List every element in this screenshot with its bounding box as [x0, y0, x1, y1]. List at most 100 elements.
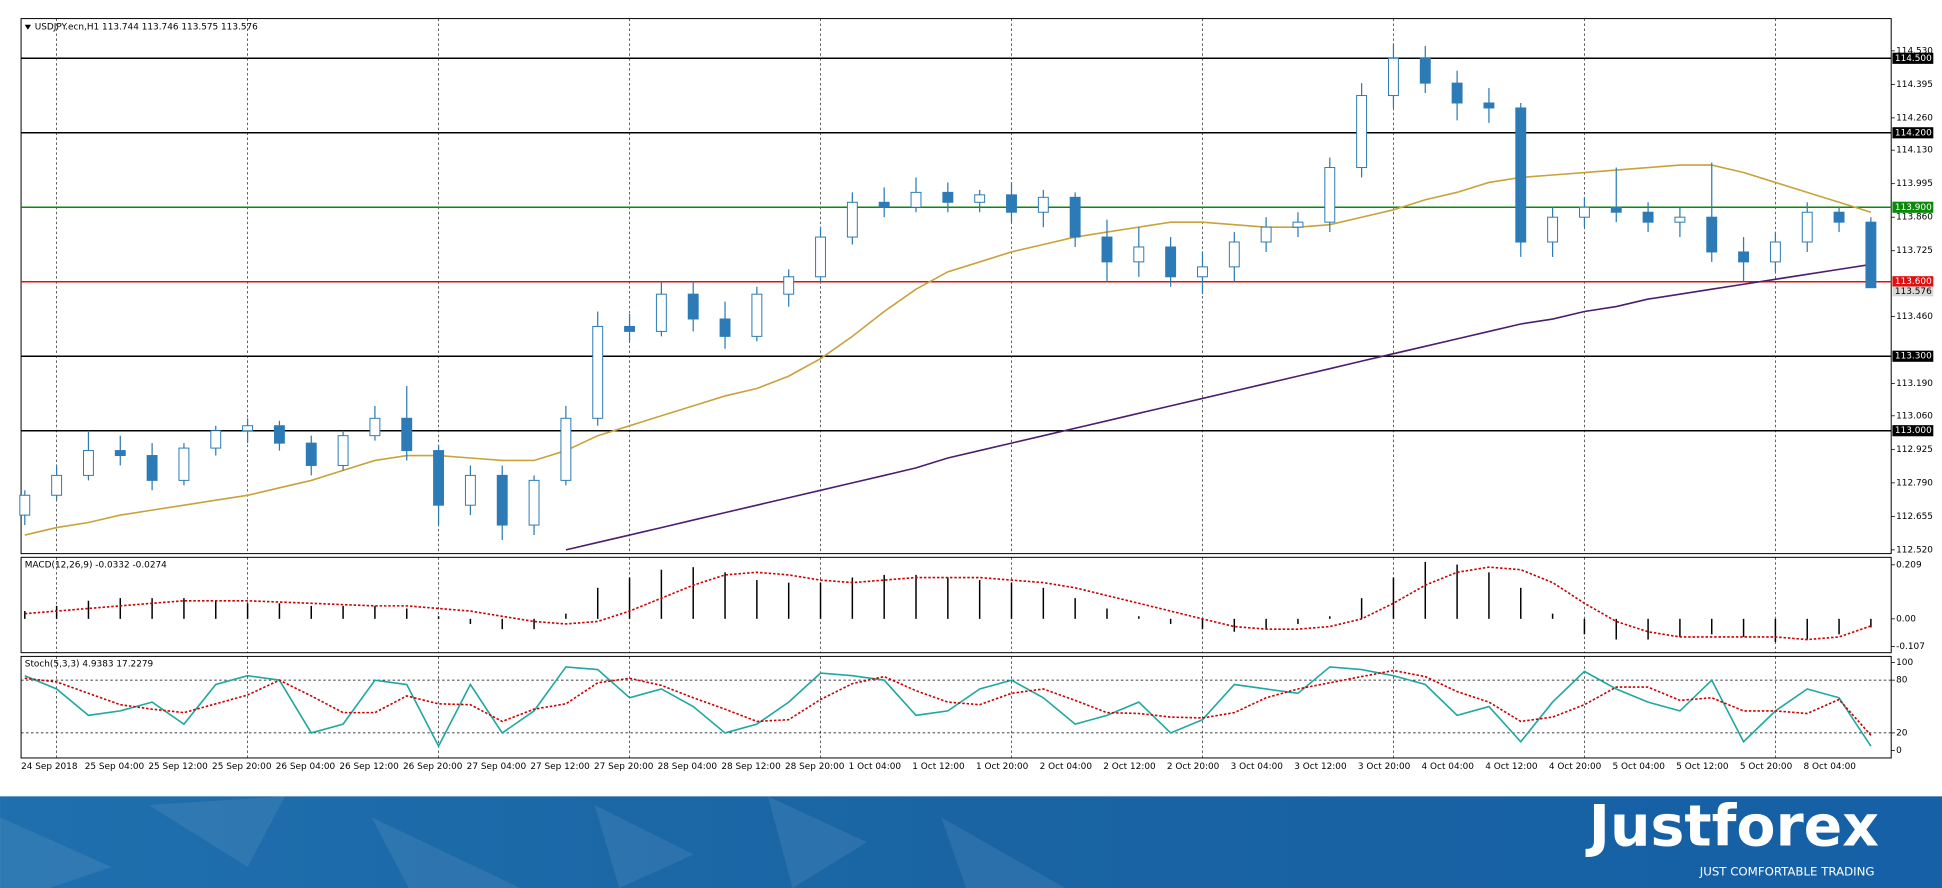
x-tick-label: 4 Oct 20:00 [1549, 762, 1602, 772]
candle-body [1101, 236, 1113, 263]
y-tick-label: 112.520 [1896, 545, 1933, 555]
y-tick-label: 113.190 [1896, 379, 1933, 389]
y-tick-label: 114.130 [1896, 146, 1933, 156]
candle-body [592, 325, 604, 419]
candle-body [1451, 82, 1463, 104]
candle-body [1006, 194, 1017, 213]
stoch-signal [24, 669, 1872, 736]
candle-body [1228, 241, 1240, 268]
candle-body [1865, 221, 1877, 289]
level-label-bg [1892, 276, 1934, 288]
candle-body [19, 494, 31, 516]
candle-body [1483, 102, 1495, 109]
x-tick-label: 3 Oct 20:00 [1358, 762, 1411, 772]
candle-body [369, 417, 381, 437]
level-label: 114.500 [1895, 54, 1932, 64]
x-tick-label: 25 Sep 12:00 [148, 762, 208, 772]
candle-body [51, 474, 63, 496]
x-tick-label: 25 Sep 04:00 [85, 762, 145, 772]
level-label-bg [1892, 201, 1934, 213]
candle-body [815, 236, 826, 278]
level-label: 114.200 [1895, 128, 1932, 138]
x-tick-label: 4 Oct 04:00 [1422, 762, 1475, 772]
x-tick-label: 26 Sep 20:00 [403, 762, 463, 772]
candle-body [1356, 95, 1368, 169]
x-tick-label: 24 Sep 2018 [21, 762, 78, 772]
candle-body [528, 479, 540, 526]
x-tick-label: 1 Oct 12:00 [912, 762, 965, 772]
candle-body [83, 450, 94, 476]
chart-title: MACD(12,26,9) -0.0332 -0.0274 [25, 560, 167, 570]
banner-bg [0, 796, 1942, 888]
y-tick-label: 20 [1896, 728, 1908, 738]
candle-body [1197, 266, 1208, 278]
candle-body [687, 293, 699, 320]
stoch-panel [20, 655, 1892, 759]
y-tick-label: 80 [1896, 676, 1908, 686]
candle-body [1738, 251, 1750, 263]
y-tick-label: 112.790 [1896, 478, 1933, 488]
x-tick-label: 25 Sep 20:00 [212, 762, 272, 772]
candle-body [751, 293, 763, 337]
x-tick-label: 27 Sep 04:00 [467, 762, 527, 772]
level-label: 113.000 [1895, 426, 1932, 436]
level-label: 113.900 [1895, 203, 1932, 213]
candle-body [1642, 211, 1654, 223]
candle-body [305, 442, 317, 466]
candle-body [1388, 57, 1399, 97]
candle-body [464, 474, 476, 506]
x-tick-label: 26 Sep 12:00 [339, 762, 399, 772]
x-tick-label: 2 Oct 20:00 [1167, 762, 1220, 772]
moving-average [565, 263, 1872, 551]
macd-panel [20, 556, 1892, 654]
x-tick-label: 5 Oct 20:00 [1740, 762, 1793, 772]
candle-body [1324, 167, 1336, 223]
candle-body [210, 430, 222, 449]
candle-body [878, 201, 890, 208]
moving-average [24, 164, 1872, 536]
level-label-bg [1892, 52, 1934, 64]
y-tick-label: 113.725 [1896, 246, 1933, 256]
candle-body [273, 425, 285, 444]
x-tick-label: 1 Oct 20:00 [976, 762, 1029, 772]
candle-body [1069, 196, 1081, 238]
y-tick-label: 0.209 [1896, 560, 1922, 570]
candle-body [719, 318, 731, 337]
candle-body [1292, 221, 1304, 228]
chart-title: USDJPY.ecn,H1 113.744 113.746 113.575 11… [35, 23, 258, 33]
candle-body [974, 194, 986, 203]
y-tick-label: 113.860 [1896, 213, 1933, 223]
x-tick-label: 27 Sep 12:00 [530, 762, 590, 772]
candle-body [433, 450, 445, 506]
x-tick-label: 28 Sep 12:00 [721, 762, 781, 772]
candle-body [401, 417, 413, 452]
y-tick-label: 114.395 [1896, 80, 1933, 90]
footer-banner: Justforex JUST COMFORTABLE TRADING [0, 793, 1942, 888]
x-tick-label: 8 Oct 04:00 [1804, 762, 1857, 772]
candle-body [910, 191, 922, 208]
candle-body [337, 435, 349, 466]
stoch-main [24, 666, 1872, 748]
candle-body [1578, 206, 1590, 218]
level-label: 113.300 [1895, 352, 1932, 362]
main-panel [20, 18, 1892, 555]
candle-body [1419, 57, 1431, 84]
x-tick-label: 2 Oct 12:00 [1103, 762, 1156, 772]
collapse-arrow[interactable] [24, 24, 31, 30]
x-tick-label: 1 Oct 04:00 [849, 762, 902, 772]
candle-body [1769, 241, 1781, 263]
x-tick-label: 28 Sep 20:00 [785, 762, 845, 772]
candle-body [1610, 206, 1622, 213]
candle-body [655, 293, 667, 332]
level-label-bg [1892, 425, 1934, 437]
x-tick-label: 27 Sep 20:00 [594, 762, 654, 772]
candle-body [942, 191, 954, 203]
x-tick-label: 2 Oct 04:00 [1040, 762, 1093, 772]
candle-body [1801, 211, 1813, 243]
x-tick-label: 4 Oct 12:00 [1485, 762, 1538, 772]
candle-body [496, 474, 508, 526]
y-tick-label: 0.00 [1896, 614, 1916, 624]
y-tick-label: 113.460 [1896, 312, 1933, 322]
